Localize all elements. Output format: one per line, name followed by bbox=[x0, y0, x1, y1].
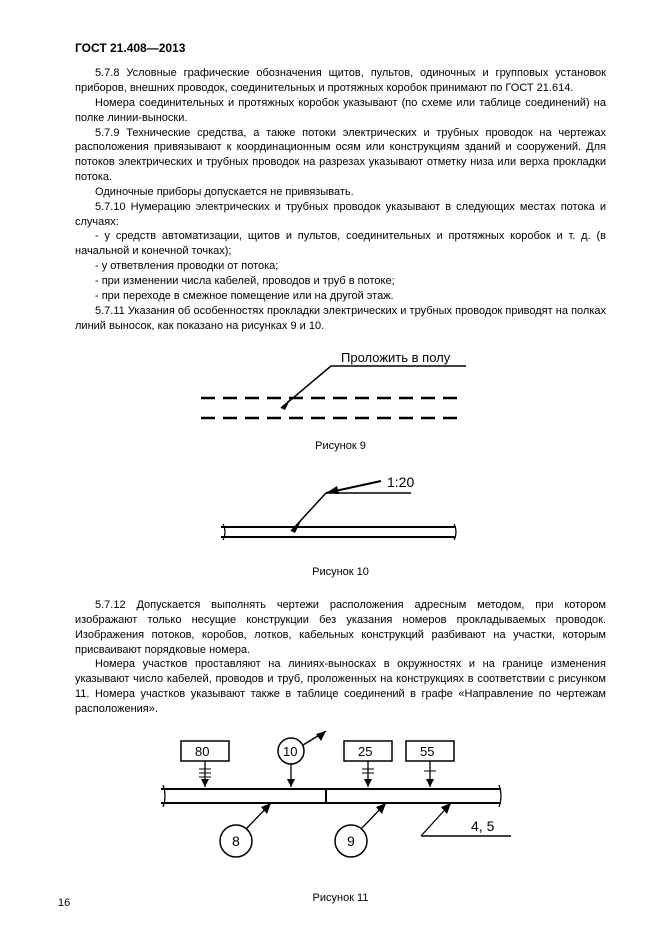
fig11-label45: 4, 5 bbox=[471, 818, 495, 834]
fig11-circle3: 9 bbox=[347, 833, 355, 849]
page: ГОСТ 21.408—2013 5.7.8 Условные графичес… bbox=[0, 0, 661, 936]
para-5-7-9: 5.7.9 Технические средства, а также пото… bbox=[75, 126, 606, 185]
figure-10: 1:20 Рисунок 10 bbox=[75, 469, 606, 580]
fig11-circle2: 8 bbox=[232, 833, 240, 849]
figure-9-label: Рисунок 9 bbox=[75, 439, 606, 454]
para-5-7-10: 5.7.10 Нумерацию электрических и трубных… bbox=[75, 200, 606, 230]
para-5-7-9b: Одиночные приборы допускается не привязы… bbox=[75, 185, 606, 200]
para-5-7-10d: - при переходе в смежное помещение или н… bbox=[75, 289, 606, 304]
figure-11-label: Рисунок 11 bbox=[75, 891, 606, 906]
fig11-circle1: 10 bbox=[283, 744, 297, 759]
figure-9: Проложить в полу Рисунок 9 bbox=[75, 348, 606, 454]
figure-10-label: Рисунок 10 bbox=[75, 565, 606, 580]
figure-10-svg: 1:20 bbox=[211, 469, 471, 559]
fig11-box2: 25 bbox=[358, 744, 372, 759]
figure-9-svg: Проложить в полу bbox=[191, 348, 491, 433]
para-5-7-11: 5.7.11 Указания об особенностях прокладк… bbox=[75, 304, 606, 334]
fig10-callout-text: 1:20 bbox=[387, 474, 414, 490]
fig11-box3: 55 bbox=[420, 744, 434, 759]
fig9-callout-text: Проложить в полу bbox=[341, 350, 451, 365]
para-5-7-12: 5.7.12 Допускается выполнять чертежи рас… bbox=[75, 598, 606, 657]
para-5-7-8b: Номера соединительных и протяжных коробо… bbox=[75, 96, 606, 126]
para-5-7-8: 5.7.8 Условные графические обозначения щ… bbox=[75, 66, 606, 96]
figure-11-svg: 80 25 55 10 bbox=[151, 731, 531, 871]
fig11-box1: 80 bbox=[195, 744, 209, 759]
para-5-7-10a: - у средств автоматизации, щитов и пульт… bbox=[75, 229, 606, 259]
para-5-7-10c: - при изменении числа кабелей, проводов … bbox=[75, 274, 606, 289]
doc-header: ГОСТ 21.408—2013 bbox=[75, 40, 606, 56]
page-number: 16 bbox=[58, 896, 70, 911]
figure-11: 80 25 55 10 bbox=[75, 731, 606, 906]
para-5-7-12b: Номера участков проставляют на линиях-вы… bbox=[75, 657, 606, 716]
para-5-7-10b: - у ответвления проводки от потока; bbox=[75, 259, 606, 274]
